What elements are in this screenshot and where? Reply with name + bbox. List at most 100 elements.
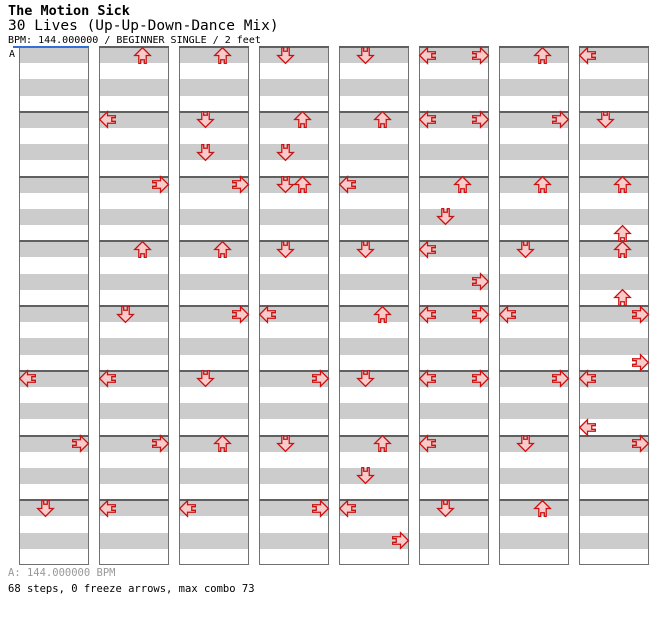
beat-stripe <box>100 484 168 500</box>
measure-separator <box>259 46 329 48</box>
beat-stripe <box>20 355 88 371</box>
measure-separator <box>339 175 409 178</box>
bpm-marker-line <box>13 46 89 48</box>
beat-stripe <box>100 549 168 565</box>
beat-stripe <box>580 484 648 500</box>
beat-stripe <box>100 500 168 517</box>
arrow-right-icon <box>471 272 490 292</box>
measure-separator <box>99 369 169 372</box>
beat-stripe <box>180 306 248 323</box>
measure-separator <box>499 434 569 437</box>
beat-stripe <box>420 387 488 403</box>
beat-stripe <box>420 208 488 226</box>
beat-stripe <box>580 435 648 452</box>
beat-stripe <box>580 370 648 387</box>
beat-stripe <box>420 549 488 565</box>
beat-stripe <box>340 144 408 161</box>
measure-separator <box>99 499 169 502</box>
arrow-right-icon <box>631 304 650 324</box>
beat-stripe <box>20 208 88 226</box>
chart-column <box>499 46 569 565</box>
arrow-left-icon <box>418 239 437 259</box>
beat-stripe <box>580 257 648 273</box>
beat-stripe <box>420 193 488 209</box>
arrow-right-icon <box>631 353 650 373</box>
beat-stripe <box>500 128 568 144</box>
chart-column <box>179 46 249 565</box>
beat-stripe <box>340 452 408 468</box>
arrow-down-icon <box>435 208 455 226</box>
beat-stripe <box>100 225 168 241</box>
measure-separator <box>579 369 649 372</box>
arrow-up-icon <box>133 240 153 258</box>
measure-separator <box>179 369 249 372</box>
arrow-up-icon <box>613 289 633 307</box>
beat-stripe <box>500 322 568 338</box>
bpm-marker-legend: A: 144.000000 BPM <box>8 567 116 579</box>
arrow-right-icon <box>151 434 170 453</box>
arrow-down-icon <box>275 46 295 64</box>
song-title: 30 Lives (Up-Up-Down-Dance Mix) <box>8 18 279 34</box>
arrow-down-icon <box>35 499 55 518</box>
beat-stripe <box>260 193 328 209</box>
beat-stripe <box>180 128 248 144</box>
beat-stripe <box>420 257 488 273</box>
beat-stripe <box>20 273 88 290</box>
beat-stripe <box>100 208 168 226</box>
measure-separator <box>499 369 569 372</box>
beat-stripe <box>340 63 408 79</box>
beat-stripe <box>180 355 248 371</box>
beat-stripe <box>420 47 488 64</box>
arrow-right-icon <box>311 369 330 389</box>
beat-stripe <box>500 452 568 468</box>
beat-stripe <box>580 387 648 403</box>
beat-stripe <box>100 532 168 549</box>
beat-stripe <box>580 549 648 565</box>
measure-separator <box>579 305 649 307</box>
beat-stripe <box>500 273 568 290</box>
arrow-up-icon <box>613 240 633 258</box>
measure-separator <box>499 499 569 502</box>
measure-separator <box>19 434 89 437</box>
beat-stripe <box>580 79 648 96</box>
arrow-up-icon <box>533 499 553 517</box>
measure-separator <box>259 499 329 502</box>
arrow-right-icon <box>231 304 250 324</box>
beat-stripe <box>20 63 88 79</box>
beat-stripe <box>260 225 328 241</box>
beat-stripe <box>180 160 248 176</box>
arrow-left-icon <box>338 175 357 194</box>
beat-stripe <box>420 128 488 144</box>
beat-stripe <box>180 322 248 338</box>
arrow-left-icon <box>578 45 597 65</box>
measure-separator <box>419 305 489 307</box>
beat-stripe <box>420 452 488 468</box>
arrow-up-icon <box>533 46 553 64</box>
beat-stripe <box>20 370 88 387</box>
beat-stripe <box>100 338 168 355</box>
beat-stripe <box>340 322 408 338</box>
measure-separator <box>499 240 569 243</box>
arrow-left-icon <box>98 369 117 389</box>
beat-stripe <box>500 306 568 323</box>
beat-stripe <box>340 549 408 565</box>
measure-separator <box>99 240 169 243</box>
beat-stripe <box>100 290 168 306</box>
beat-stripe <box>500 96 568 112</box>
beat-stripe <box>580 160 648 176</box>
arrow-right-icon <box>231 175 250 194</box>
arrow-right-icon <box>391 531 410 551</box>
beat-stripe <box>260 257 328 273</box>
beat-stripe <box>580 322 648 338</box>
beat-stripe <box>20 549 88 565</box>
beat-stripe <box>20 290 88 306</box>
beat-stripe <box>260 290 328 306</box>
beat-stripe <box>260 208 328 226</box>
arrow-right-icon <box>551 369 570 389</box>
measure-separator <box>179 499 249 502</box>
beat-stripe <box>100 63 168 79</box>
beat-stripe <box>20 467 88 485</box>
arrow-left-icon <box>338 498 357 518</box>
measure-separator <box>99 46 169 48</box>
beat-stripe <box>340 467 408 485</box>
